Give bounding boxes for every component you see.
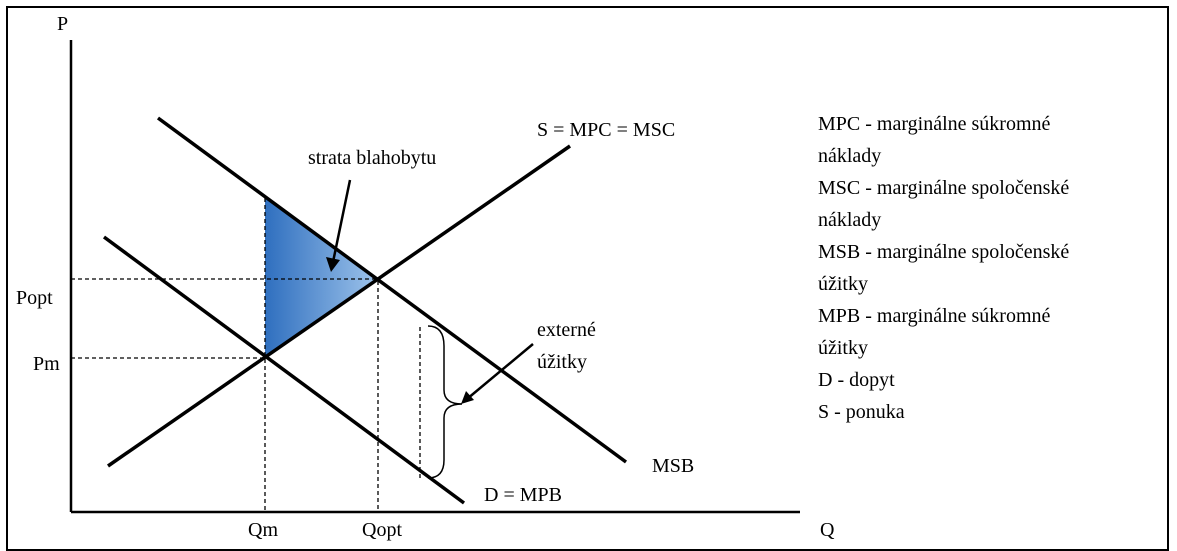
supply-curve xyxy=(107,144,571,468)
external-benefits-arrow-icon xyxy=(466,343,534,400)
external-benefits-label-2: úžitky xyxy=(537,351,587,373)
external-benefits-label-1: externé xyxy=(537,319,596,341)
legend-line: MPC - marginálne súkromné xyxy=(818,113,1051,135)
msb-curve xyxy=(156,116,628,464)
msb-curve-label: MSB xyxy=(652,455,694,477)
legend: MPC - marginálne súkromné náklady MSC - … xyxy=(818,108,1069,428)
legend-line: D - dopyt xyxy=(818,369,895,391)
qopt-label: Qopt xyxy=(362,519,402,541)
y-axis-label: P xyxy=(57,13,68,35)
legend-line: náklady xyxy=(818,145,882,167)
supply-curve-label: S = MPC = MSC xyxy=(537,119,675,141)
external-benefits-brace xyxy=(427,325,463,479)
pm-label: Pm xyxy=(33,353,60,375)
popt-label: Popt xyxy=(16,287,53,309)
welfare-loss-arrowhead-icon xyxy=(326,257,340,272)
qm-label: Qm xyxy=(248,519,278,541)
demand-curve xyxy=(102,235,466,505)
legend-line: úžitky xyxy=(818,273,868,295)
legend-line: náklady xyxy=(818,209,882,231)
welfare-loss-label: strata blahobytu xyxy=(308,147,436,169)
x-axis-label: Q xyxy=(820,519,835,541)
legend-line: MSB - marginálne spoločenské xyxy=(818,241,1070,263)
external-benefits-arrowhead-icon xyxy=(461,391,474,404)
legend-line: úžitky xyxy=(818,337,868,359)
legend-line: MSC - marginálne spoločenské xyxy=(818,177,1070,199)
welfare-loss-triangle xyxy=(265,198,376,358)
legend-line: S - ponuka xyxy=(818,401,905,423)
demand-curve-label: D = MPB xyxy=(484,484,562,506)
welfare-loss-arrow-icon xyxy=(331,179,352,263)
legend-line: MPB - marginálne súkromné xyxy=(818,305,1051,327)
